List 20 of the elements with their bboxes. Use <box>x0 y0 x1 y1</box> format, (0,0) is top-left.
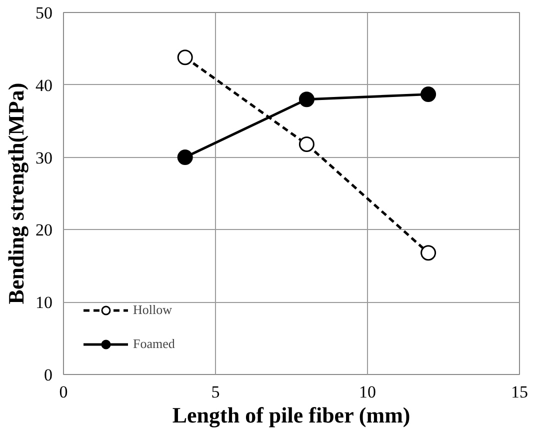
y-tick-label: 0 <box>44 366 52 384</box>
y-tick-label: 10 <box>36 293 52 312</box>
legend-label: Hollow <box>133 302 172 318</box>
point <box>177 50 193 66</box>
legend-label: Foamed <box>133 336 175 352</box>
point <box>420 245 436 261</box>
y-tick-label: 40 <box>36 76 52 95</box>
point <box>420 86 436 102</box>
x-tick-label: 5 <box>211 382 220 402</box>
y-tick-label: 20 <box>36 220 52 240</box>
point <box>177 150 193 166</box>
x-tick-label: 0 <box>59 382 68 402</box>
x-axis-title: Length of pile fiber (mm) <box>172 402 410 428</box>
y-tick-label: 50 <box>36 4 52 22</box>
y-tick-label: 30 <box>36 148 52 168</box>
y-axis-title: Bending strength(MPa) <box>4 82 28 304</box>
x-tick-label: 15 <box>511 382 528 402</box>
point <box>298 136 314 152</box>
point <box>298 92 314 108</box>
x-tick-label: 10 <box>359 382 376 402</box>
